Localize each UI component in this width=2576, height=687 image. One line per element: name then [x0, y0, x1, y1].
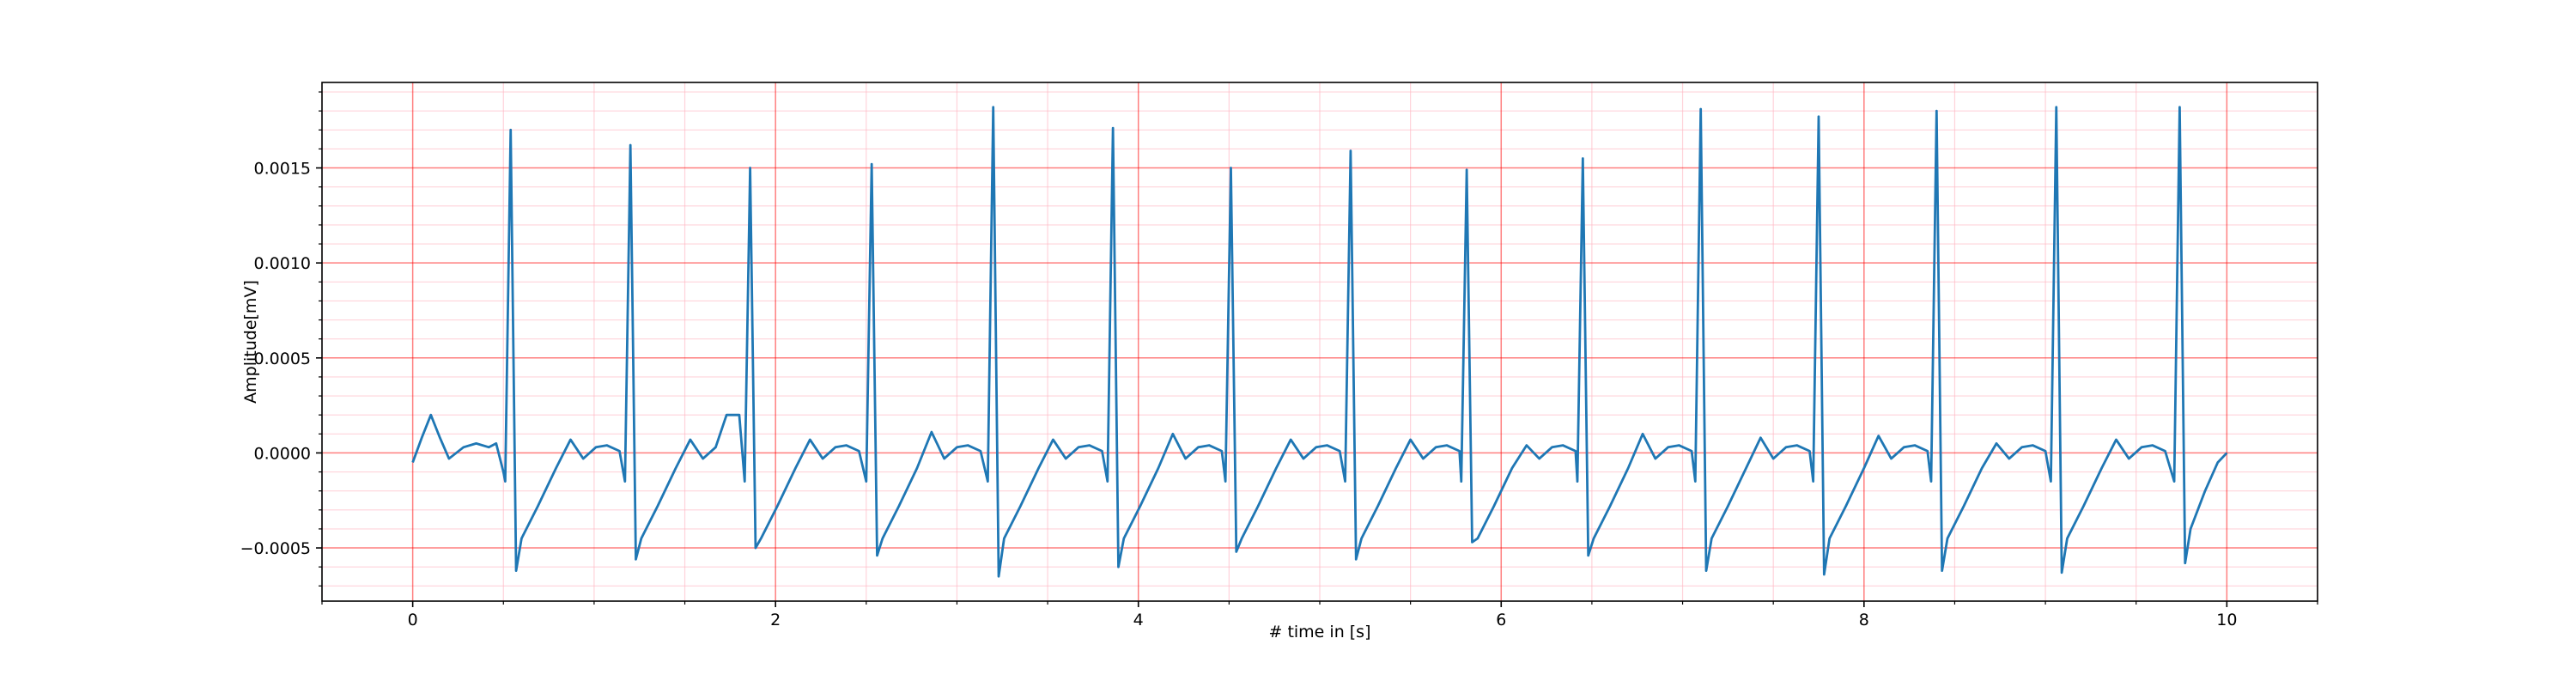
y-tick-label: 0.0000 [254, 444, 311, 463]
y-axis-label: Amplitude[mV] [241, 280, 260, 404]
y-tick-label: 0.0005 [254, 350, 311, 368]
ecg-line [411, 106, 2228, 578]
y-tick-label: −0.0005 [240, 539, 311, 558]
x-tick-label: 2 [770, 611, 781, 629]
x-tick-label: 6 [1496, 611, 1506, 629]
x-tick-label: 8 [1859, 611, 1869, 629]
x-tick-label: 0 [408, 611, 418, 629]
x-tick-label: 4 [1133, 611, 1144, 629]
x-tick-label: 10 [2216, 611, 2237, 629]
y-tick-label: 0.0015 [254, 160, 311, 179]
y-tick-label: 0.0010 [254, 254, 311, 273]
x-axis-label: # time in [s] [1268, 623, 1370, 641]
